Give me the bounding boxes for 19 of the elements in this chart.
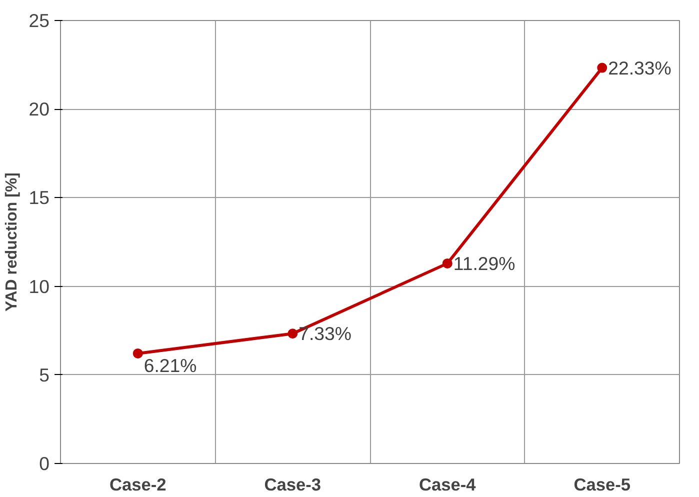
- point: [442, 258, 452, 268]
- point: [597, 62, 608, 73]
- y-axis-title: YAD reduction [%]: [4, 172, 21, 312]
- y-tick-label: 15: [28, 187, 50, 208]
- y-tick-label: 5: [39, 364, 50, 386]
- y-tick-label: 0: [39, 453, 50, 474]
- y-tick-label: 25: [28, 10, 50, 31]
- y-tick-label: 10: [28, 276, 50, 297]
- x-tick-label: Case-5: [574, 474, 631, 494]
- data-label: 7.33%: [298, 323, 352, 344]
- data-label: 22.33%: [608, 57, 672, 78]
- data-label: 11.29%: [453, 252, 516, 274]
- point: [288, 328, 298, 339]
- y-tick-label: 20: [28, 98, 50, 120]
- x-tick-label: Case-4: [418, 474, 476, 494]
- point: [132, 348, 143, 358]
- x-tick-label: Case-3: [264, 474, 322, 494]
- x-tick-label: Case-2: [109, 474, 166, 494]
- data-label: 6.21%: [144, 354, 197, 376]
